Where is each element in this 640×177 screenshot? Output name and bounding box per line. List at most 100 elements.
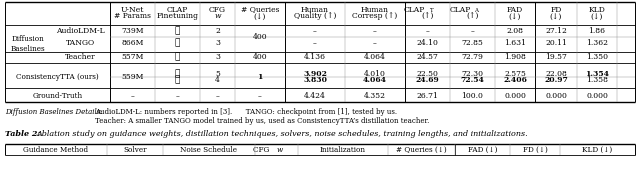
Text: –: – [373,39,377,47]
Text: 0.000: 0.000 [504,92,526,100]
Text: FAD: FAD [507,5,523,13]
Text: –: – [373,27,377,35]
Text: 4.352: 4.352 [364,92,386,100]
Text: # Queries (↓): # Queries (↓) [396,145,447,153]
Text: Teacher: A smaller TANGO model trained by us, used as ConsistencyTTA’s distillat: Teacher: A smaller TANGO model trained b… [95,117,429,125]
Text: –: – [131,92,134,100]
Text: CLAP: CLAP [167,5,188,13]
Text: ✓: ✓ [175,76,180,84]
Text: 19.57: 19.57 [545,53,567,61]
Text: ✗: ✗ [175,70,180,79]
Text: CFG: CFG [253,145,271,153]
Text: w: w [276,145,283,153]
Text: CLAP: CLAP [449,5,470,13]
Text: 100.0: 100.0 [461,92,483,100]
Text: ✗: ✗ [175,53,180,61]
Text: AudioLDM-L: AudioLDM-L [56,27,104,35]
Text: Quality (↑): Quality (↑) [294,13,336,21]
Text: 72.30: 72.30 [461,70,483,78]
Text: 0.000: 0.000 [586,92,608,100]
Text: 4.136: 4.136 [304,53,326,61]
Text: –: – [216,92,220,100]
Text: 20.11: 20.11 [545,39,567,47]
Text: AudioLDM-L: numbers reported in [3].      TANGO: checkpoint from [1], tested by : AudioLDM-L: numbers reported in [3]. TAN… [95,108,397,116]
Text: Human: Human [361,5,389,13]
Text: 1.86: 1.86 [589,27,605,35]
Text: Ablation study on guidance weights, distillation techniques, solvers, noise sche: Ablation study on guidance weights, dist… [37,130,529,138]
Text: (↓): (↓) [254,13,266,21]
Text: (↓): (↓) [509,13,521,21]
Text: CLAP: CLAP [404,5,426,13]
Text: KLD (↓): KLD (↓) [582,145,612,153]
Text: 1.908: 1.908 [504,53,526,61]
Text: 4.064: 4.064 [363,76,387,84]
Text: (↓): (↓) [591,13,603,21]
Text: 1.354: 1.354 [585,70,609,78]
Text: –: – [313,39,317,47]
Text: 2.575: 2.575 [504,70,526,78]
Text: 4.010: 4.010 [364,70,386,78]
Text: 24.69: 24.69 [415,76,440,84]
Text: 72.85: 72.85 [461,39,483,47]
Text: 1.631: 1.631 [504,39,526,47]
Text: (↑): (↑) [421,13,434,21]
Text: 27.12: 27.12 [545,27,567,35]
Text: CFG: CFG [209,5,226,13]
Text: (↓): (↓) [550,13,562,21]
Text: –: – [313,27,317,35]
Text: T: T [429,8,433,13]
Text: 3.902: 3.902 [303,70,327,78]
Text: 1.358: 1.358 [586,76,608,84]
Text: 24.10: 24.10 [417,39,438,47]
Text: TANGO: TANGO [65,39,95,47]
Text: 3: 3 [215,39,220,47]
Text: Guidance Method: Guidance Method [24,145,88,153]
Text: 24.57: 24.57 [417,53,438,61]
Text: 1: 1 [257,73,262,81]
Text: Diffusion
Baselines: Diffusion Baselines [10,35,45,53]
Text: Noise Schedule: Noise Schedule [180,145,237,153]
Text: 4: 4 [215,76,220,84]
Text: w: w [214,13,221,21]
Text: 557M: 557M [122,53,144,61]
Text: 400: 400 [253,53,268,61]
Text: 866M: 866M [122,39,144,47]
Text: 20.97: 20.97 [544,76,568,84]
Text: KLD: KLD [589,5,605,13]
Text: (↑): (↑) [467,13,479,21]
Text: 72.79: 72.79 [461,53,483,61]
Text: 3.830: 3.830 [303,76,327,84]
Text: 739M: 739M [121,27,144,35]
Text: 400: 400 [253,33,268,41]
Text: FD (↓): FD (↓) [523,145,547,153]
Text: –: – [426,27,429,35]
Text: 26.71: 26.71 [417,92,438,100]
Text: U-Net: U-Net [121,5,144,13]
Text: 22.50: 22.50 [417,70,438,78]
Text: Finetuning: Finetuning [157,13,198,21]
Text: –: – [175,92,179,100]
Text: 5: 5 [215,70,220,78]
Text: Initialization: Initialization [320,145,366,153]
Text: # Queries: # Queries [241,5,279,13]
Text: 72.54: 72.54 [461,76,484,84]
Text: 4.424: 4.424 [304,92,326,100]
Text: FD: FD [550,5,562,13]
Text: 1.350: 1.350 [586,53,608,61]
Text: Teacher: Teacher [65,53,95,61]
Text: –: – [470,27,474,35]
Text: ✗: ✗ [175,39,180,47]
Text: # Params: # Params [114,13,151,21]
Text: 2.08: 2.08 [506,27,524,35]
Text: 559M: 559M [122,73,144,81]
Text: A: A [474,8,479,13]
Text: 4.064: 4.064 [364,53,386,61]
Text: FAD (↓): FAD (↓) [468,145,497,153]
Text: 0.000: 0.000 [545,92,567,100]
Text: Solver: Solver [124,145,147,153]
Text: Diffusion Baselines Details:: Diffusion Baselines Details: [5,108,103,116]
Text: 1.362: 1.362 [586,39,608,47]
Text: Human: Human [301,5,329,13]
Text: Corresp (↑): Corresp (↑) [353,13,397,21]
Text: 2.406: 2.406 [503,76,527,84]
